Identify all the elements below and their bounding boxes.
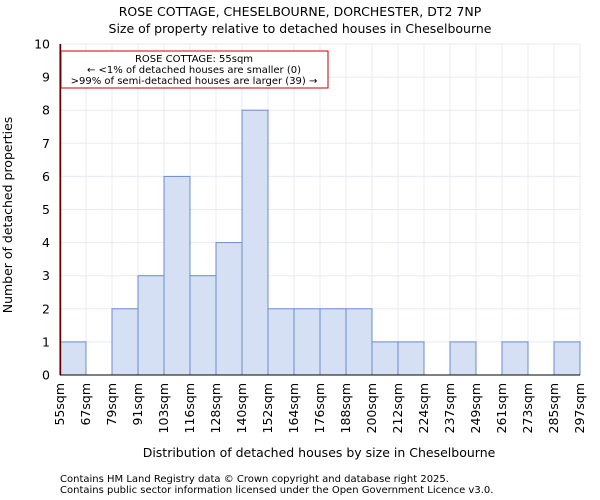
- x-tick-261sqm: 261sqm: [494, 383, 509, 433]
- x-tick-249sqm: 249sqm: [468, 383, 483, 433]
- footer-line-1: Contains HM Land Registry data © Crown c…: [60, 474, 449, 485]
- bar-164sqm: [293, 308, 321, 376]
- chart-subtitle: Size of property relative to detached ho…: [108, 21, 492, 36]
- x-tick-200sqm: 200sqm: [364, 383, 379, 433]
- bar-91sqm: [137, 275, 165, 376]
- bar-176sqm: [319, 308, 347, 376]
- x-tick-labels: 55sqm 67sqm 79sqm 91sqm 103sqm 116sqm 128sqm 14…: [52, 383, 587, 433]
- x-tick-152sqm: 152sqm: [260, 383, 275, 433]
- x-tick-164sqm: 164sqm: [286, 383, 301, 433]
- bar-237sqm: [449, 341, 477, 376]
- x-tick-224sqm: 224sqm: [416, 383, 431, 433]
- x-tick-116sqm: 116sqm: [182, 383, 197, 433]
- y-tick-3: 3: [42, 268, 50, 283]
- bar-128sqm: [215, 242, 243, 376]
- y-axis-label: Number of detached properties: [0, 117, 15, 314]
- x-tick-188sqm: 188sqm: [338, 383, 353, 433]
- bar-188sqm: [345, 308, 373, 376]
- y-tick-5: 5: [42, 202, 50, 217]
- bar-55sqm: [59, 341, 87, 376]
- x-tick-212sqm: 212sqm: [390, 383, 405, 433]
- bar-212sqm: [397, 341, 425, 376]
- bars: [59, 109, 581, 376]
- annotation-box: ROSE COTTAGE: 55sqm ← <1% of detached ho…: [60, 50, 329, 89]
- bar-116sqm: [189, 275, 217, 376]
- axes: [59, 44, 580, 376]
- annotation-line-1: ROSE COTTAGE: 55sqm: [135, 54, 253, 65]
- x-tick-67sqm: 67sqm: [78, 383, 93, 426]
- y-tick-7: 7: [42, 136, 50, 151]
- y-tick-10: 10: [34, 37, 50, 52]
- y-tick-0: 0: [42, 368, 50, 383]
- bar-285sqm: [553, 341, 581, 376]
- x-tick-297sqm: 297sqm: [572, 383, 587, 433]
- y-tick-9: 9: [42, 70, 50, 85]
- annotation-line-3: >99% of semi-detached houses are larger …: [71, 76, 318, 87]
- x-tick-91sqm: 91sqm: [130, 383, 145, 426]
- bar-79sqm: [111, 308, 139, 376]
- x-axis-label: Distribution of detached houses by size …: [143, 445, 496, 460]
- x-tick-285sqm: 285sqm: [546, 383, 561, 433]
- x-tick-55sqm: 55sqm: [52, 383, 67, 426]
- x-tick-273sqm: 273sqm: [520, 383, 535, 433]
- y-tick-4: 4: [42, 235, 50, 250]
- y-tick-1: 1: [42, 334, 50, 349]
- y-tick-2: 2: [42, 301, 50, 316]
- x-tick-103sqm: 103sqm: [156, 383, 171, 433]
- y-tick-6: 6: [42, 169, 50, 184]
- annotation-line-2: ← <1% of detached houses are smaller (0): [87, 65, 301, 76]
- footer-line-2: Contains public sector information licen…: [60, 485, 494, 496]
- y-tick-labels: 0 1 2 3 4 5 6 7 8 9 10: [34, 37, 50, 383]
- bar-200sqm: [371, 341, 399, 376]
- chart-title: ROSE COTTAGE, CHESELBOURNE, DORCHESTER, …: [118, 4, 482, 19]
- bar-103sqm: [163, 175, 191, 376]
- x-tick-140sqm: 140sqm: [234, 383, 249, 433]
- x-tick-79sqm: 79sqm: [104, 383, 119, 426]
- y-tick-8: 8: [42, 103, 50, 118]
- bar-261sqm: [501, 341, 529, 376]
- x-tick-128sqm: 128sqm: [208, 383, 223, 433]
- bar-140sqm: [241, 109, 269, 376]
- bar-152sqm: [267, 308, 295, 376]
- x-tick-237sqm: 237sqm: [442, 383, 457, 433]
- x-tick-176sqm: 176sqm: [312, 383, 327, 433]
